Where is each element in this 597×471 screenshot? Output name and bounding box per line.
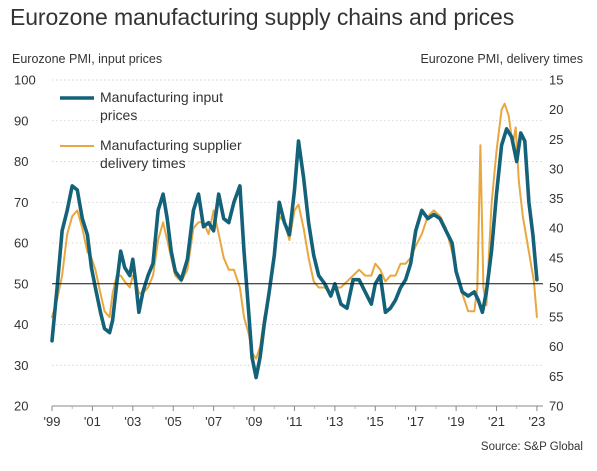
y-left-tick-label: 70 [14,195,28,210]
x-tick-label: '05 [165,414,182,429]
x-tick-label: '07 [205,414,222,429]
x-tick-label: '17 [407,414,424,429]
source-note: Source: S&P Global [480,441,583,453]
y-left-tick-label: 60 [14,236,28,251]
y-right-tick-label: 15 [549,73,563,88]
y-left-tick-label: 100 [14,73,36,88]
chart-title: Eurozone manufacturing supply chains and… [10,4,515,30]
y-right-tick-label: 45 [549,250,563,265]
y-left-tick-label: 20 [14,399,28,414]
y-right-tick-label: 35 [549,191,563,206]
x-tick-label: '99 [44,414,61,429]
y-right-tick-label: 20 [549,102,563,117]
y-right-tick-label: 25 [549,132,563,147]
y-right-tick-label: 50 [549,280,563,295]
x-tick-label: '03 [124,414,141,429]
x-tick-label: '19 [448,414,465,429]
y-right-tick-label: 70 [549,399,563,414]
y-right-tick-label: 30 [549,161,563,176]
x-tick-label: '23 [528,414,545,429]
input-prices-line [50,127,539,380]
legend-input-prices-label: Manufacturing input prices [100,89,223,123]
y-right-tick-label: 65 [549,369,563,384]
y-right-tick-label: 40 [549,221,563,236]
y-left-tick-label: 40 [14,317,28,332]
y-left-tick-label: 30 [14,358,28,373]
left-axis-title: Eurozone PMI, input prices [12,52,163,66]
right-axis-title: Eurozone PMI, delivery times [420,52,583,66]
x-tick-label: '11 [286,414,302,429]
x-tick-label: '21 [488,414,505,429]
x-tick-label: '13 [326,414,343,429]
x-tick-label: '09 [246,414,263,429]
y-right-tick-label: 60 [549,339,563,354]
y-left-tick-label: 80 [14,154,28,169]
y-left-tick-label: 50 [14,276,28,291]
x-tick-label: '01 [84,414,101,429]
y-left-tick-label: 90 [14,113,28,128]
legend-delivery-times-label: Manufacturing supplier delivery times [100,137,242,171]
y-right-tick-label: 55 [549,310,563,325]
x-tick-label: '15 [367,414,384,429]
